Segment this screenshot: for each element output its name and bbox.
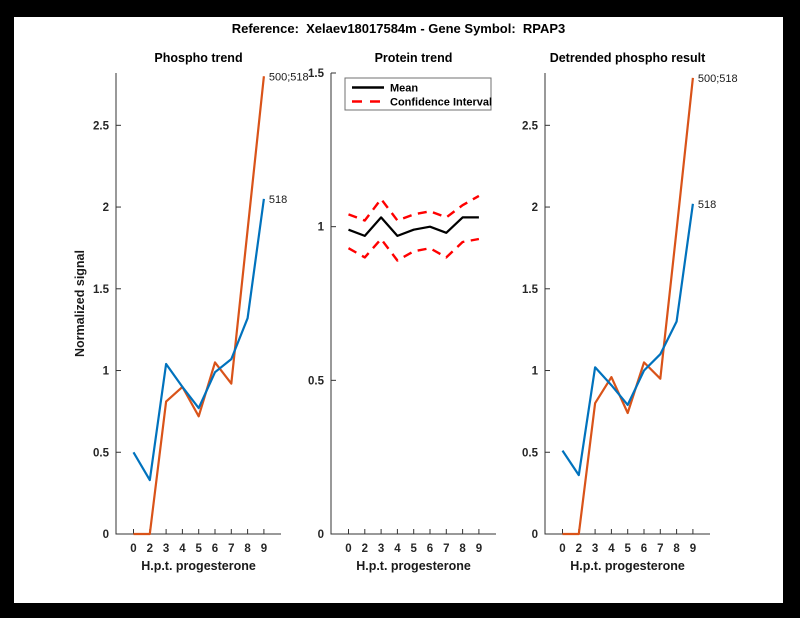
series-line-518 xyxy=(132,198,265,482)
x-tick-label: 2 xyxy=(362,543,368,555)
y-tick-label: 0 xyxy=(318,529,324,541)
subplot-title: Phospho trend xyxy=(154,51,242,65)
series-end-label: 518 xyxy=(269,194,287,206)
x-tick-label: 7 xyxy=(443,543,449,555)
x-tick-label: 0 xyxy=(345,543,351,555)
x-tick-label: 8 xyxy=(673,543,680,555)
y-tick-label: 1.5 xyxy=(522,284,539,296)
y-tick-label: 0 xyxy=(532,529,538,541)
x-tick-label: 9 xyxy=(261,543,267,555)
series-line-500-518 xyxy=(133,76,265,536)
x-tick-label: 3 xyxy=(163,543,169,555)
y-tick-label: 1.5 xyxy=(308,68,325,80)
subplot-title: Detrended phospho result xyxy=(550,51,706,65)
x-tick-label: 3 xyxy=(378,543,384,555)
x-tick-label: 0 xyxy=(559,543,565,555)
y-tick-label: 1.5 xyxy=(93,284,110,296)
legend-box xyxy=(344,77,492,111)
x-tick-label: 7 xyxy=(228,543,234,555)
figure-canvas: Reference: Xelaev18017584m - Gene Symbol… xyxy=(14,17,783,603)
axis-spines xyxy=(330,73,496,535)
x-tick-label: 4 xyxy=(394,543,401,555)
y-tick-label: 1 xyxy=(103,366,110,378)
series-line-500-518 xyxy=(562,77,694,536)
x-tick-label: 7 xyxy=(657,543,663,555)
y-tick-label: 0.5 xyxy=(308,375,325,387)
y-tick-label: 1 xyxy=(532,366,539,378)
series-line-mean xyxy=(348,216,479,237)
series-end-label: 500;518 xyxy=(698,73,738,85)
x-tick-label: 9 xyxy=(476,543,482,555)
x-tick-label: 9 xyxy=(690,543,696,555)
legend-entry-label: Confidence Interval xyxy=(390,97,492,109)
x-axis-label: H.p.t. progesterone xyxy=(570,559,685,573)
x-tick-label: 8 xyxy=(459,543,466,555)
x-tick-label: 3 xyxy=(592,543,598,555)
x-tick-label: 2 xyxy=(147,543,153,555)
y-axis-label: Normalized signal xyxy=(73,250,87,357)
y-tick-label: 0 xyxy=(103,529,109,541)
y-tick-label: 0.5 xyxy=(522,447,539,459)
series-end-label: 518 xyxy=(698,199,716,211)
x-tick-label: 8 xyxy=(244,543,251,555)
y-tick-label: 2.5 xyxy=(522,120,539,132)
x-axis-label: H.p.t. progesterone xyxy=(141,559,256,573)
x-axis-label: H.p.t. progesterone xyxy=(356,559,471,573)
y-tick-label: 2 xyxy=(532,202,538,214)
x-tick-label: 4 xyxy=(179,543,186,555)
series-end-label: 500;518 xyxy=(269,71,309,83)
x-tick-label: 2 xyxy=(576,543,582,555)
x-tick-label: 5 xyxy=(410,543,417,555)
series-line-confidence-interval-upper xyxy=(348,194,480,222)
subplot-title: Protein trend xyxy=(375,51,453,65)
legend-entry-label: Mean xyxy=(390,83,418,95)
x-tick-label: 0 xyxy=(130,543,136,555)
x-tick-label: 6 xyxy=(427,543,433,555)
series-line-518 xyxy=(561,203,694,477)
figure-title: Reference: Xelaev18017584m - Gene Symbol… xyxy=(231,21,566,36)
x-tick-label: 4 xyxy=(608,543,615,555)
series-line-confidence-interval-lower xyxy=(347,237,480,262)
x-tick-label: 5 xyxy=(624,543,631,555)
y-tick-label: 2.5 xyxy=(93,120,110,132)
y-tick-label: 0.5 xyxy=(93,447,110,459)
y-tick-label: 1 xyxy=(318,222,325,234)
y-tick-label: 2 xyxy=(103,202,109,214)
x-tick-label: 5 xyxy=(195,543,202,555)
x-tick-label: 6 xyxy=(212,543,218,555)
x-tick-label: 6 xyxy=(641,543,647,555)
